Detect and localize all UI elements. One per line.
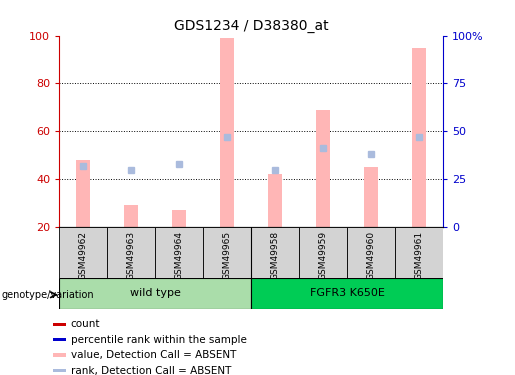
Bar (251, 227, 299, 278)
Text: value, Detection Call = ABSENT: value, Detection Call = ABSENT (71, 350, 236, 360)
Bar (54, 354, 66, 357)
Title: GDS1234 / D38380_at: GDS1234 / D38380_at (174, 19, 329, 33)
Bar (125, 206, 138, 227)
Text: GSM49962: GSM49962 (79, 231, 88, 280)
Bar (347, 227, 395, 278)
Bar (77, 160, 90, 227)
Bar (316, 110, 330, 227)
Text: wild type: wild type (130, 288, 181, 298)
Text: count: count (71, 319, 100, 329)
Bar (54, 322, 66, 326)
Text: GSM49959: GSM49959 (318, 231, 328, 280)
Bar (203, 227, 251, 278)
Bar (412, 48, 425, 227)
Bar (59, 227, 107, 278)
Text: GSM49960: GSM49960 (367, 231, 375, 280)
Text: rank, Detection Call = ABSENT: rank, Detection Call = ABSENT (71, 366, 231, 375)
Text: GSM49964: GSM49964 (175, 231, 184, 280)
Text: GSM49965: GSM49965 (222, 231, 232, 280)
Text: FGFR3 K650E: FGFR3 K650E (310, 288, 384, 298)
Bar (54, 338, 66, 341)
Bar (251, 278, 443, 309)
Bar (395, 227, 443, 278)
Bar (54, 369, 66, 372)
Text: GSM49963: GSM49963 (127, 231, 135, 280)
Text: genotype/variation: genotype/variation (2, 291, 94, 300)
Bar (107, 227, 155, 278)
Bar (268, 174, 282, 227)
Text: GSM49958: GSM49958 (270, 231, 280, 280)
Bar (173, 210, 186, 227)
Text: GSM49961: GSM49961 (415, 231, 423, 280)
Bar (364, 167, 377, 227)
Bar (59, 278, 251, 309)
Bar (155, 227, 203, 278)
Text: percentile rank within the sample: percentile rank within the sample (71, 335, 247, 345)
Bar (299, 227, 347, 278)
Bar (220, 38, 234, 227)
